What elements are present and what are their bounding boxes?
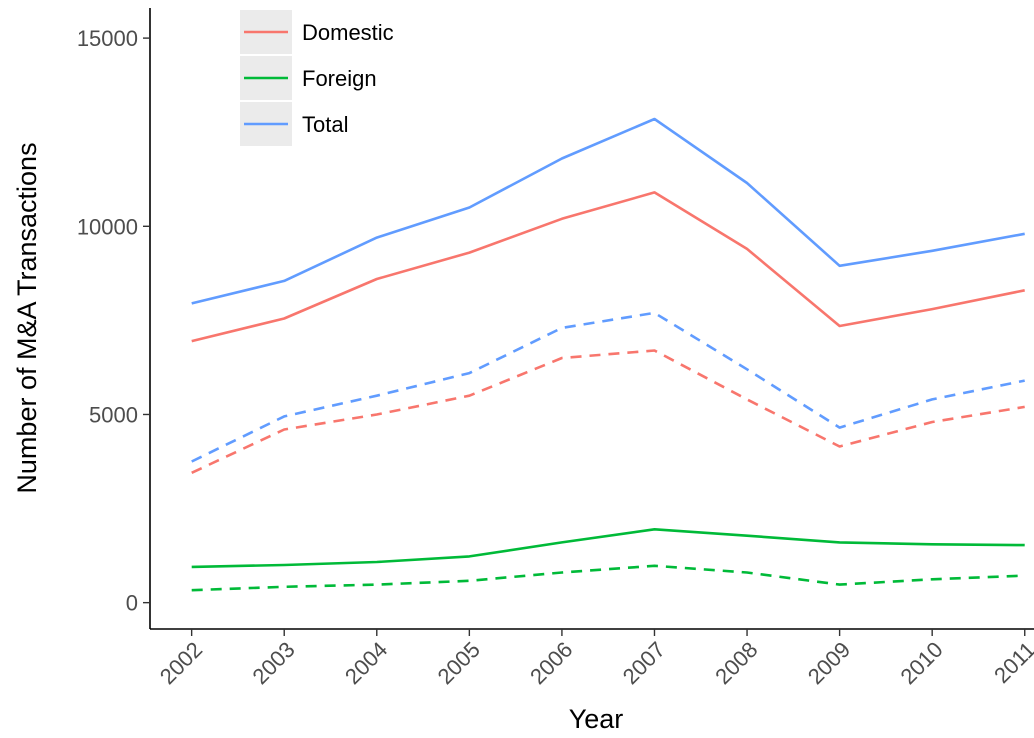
- series-line-total-solid: [191, 117, 1025, 305]
- series-line-domestic-solid: [191, 191, 1025, 343]
- y-axis-title: Number of M&A Transactions: [12, 142, 42, 493]
- plot-lines: [191, 117, 1025, 592]
- y-tick-label: 10000: [77, 214, 138, 239]
- legend: Domestic Foreign Total: [240, 10, 394, 146]
- x-axis-title: Year: [569, 704, 624, 734]
- legend-label-domestic: Domestic: [302, 20, 394, 45]
- y-tick-label: 5000: [89, 402, 138, 427]
- series-line-total-dashed: [191, 311, 1025, 463]
- y-tick-label: 0: [126, 591, 138, 616]
- axes: [149, 8, 1034, 630]
- series-line-foreign-dashed: [191, 564, 1025, 592]
- series-line-foreign-solid: [191, 527, 1025, 569]
- legend-label-foreign: Foreign: [302, 66, 377, 91]
- y-tick-label: 15000: [77, 26, 138, 51]
- legend-label-total: Total: [302, 112, 348, 137]
- y-axis-ticks: 0 5000 10000 15000: [77, 26, 150, 616]
